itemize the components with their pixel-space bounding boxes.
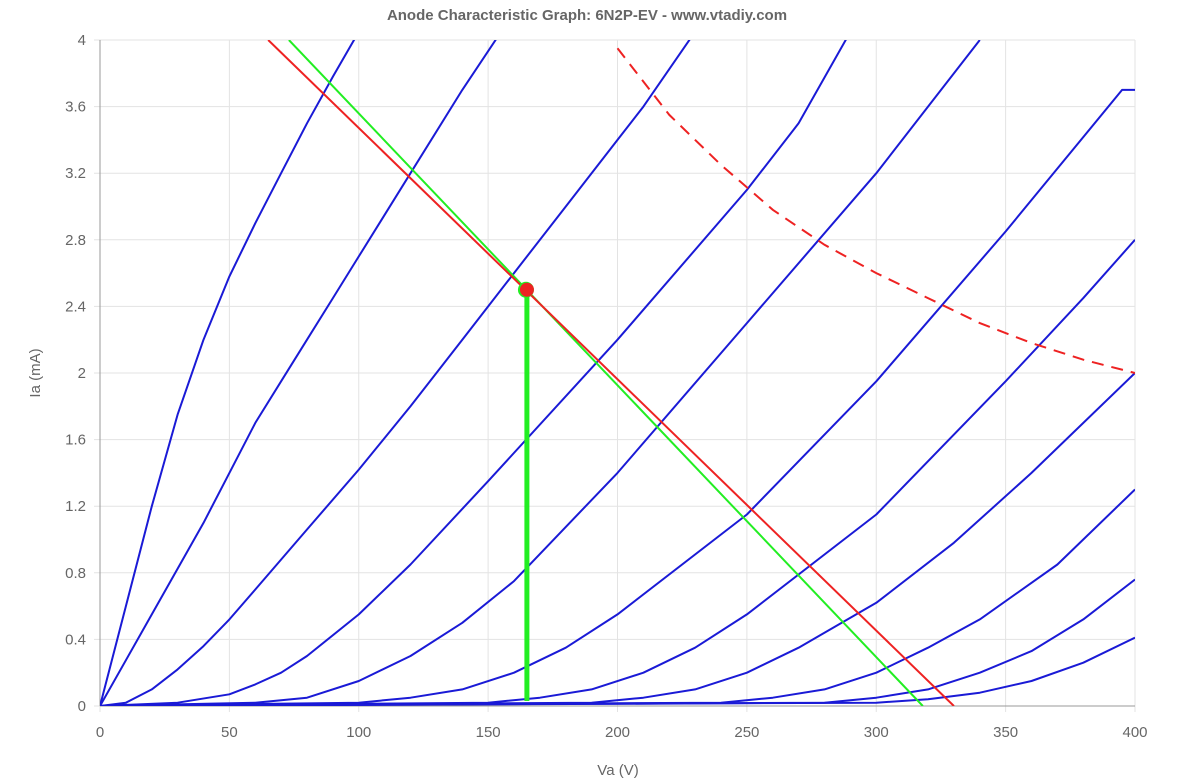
- x-tick-label: 250: [734, 724, 759, 741]
- plate-curve-2: [100, 40, 497, 706]
- plate-curve-11: [100, 636, 1135, 706]
- plate-curve-8: [100, 372, 1135, 706]
- y-tick-label: 1.6: [65, 432, 86, 449]
- plate-curve-10: [100, 578, 1135, 706]
- tick-labels: 0 50 100 150 200 250 300 350 400 0 0.4 0.8 1.2 1.6 2 2.…: [65, 32, 1147, 741]
- plate-curve-6: [100, 88, 1135, 706]
- ac-load-line: [288, 40, 924, 706]
- y-tick-label: 1.2: [65, 498, 86, 515]
- y-tick-label: 2.8: [65, 232, 86, 249]
- plate-curve-5: [100, 40, 981, 706]
- y-tick-label: 2.4: [65, 298, 86, 315]
- plate-curve-4: [100, 40, 847, 706]
- x-tick-label: 50: [221, 724, 238, 741]
- x-tick-label: 350: [993, 724, 1018, 741]
- plot-area: [100, 40, 1135, 706]
- y-tick-label: 0.4: [65, 631, 86, 648]
- grid: [94, 39, 1136, 712]
- y-tick-label: 3.2: [65, 165, 86, 182]
- dc-load-line: [267, 40, 955, 706]
- plate-curve-3: [100, 40, 691, 706]
- chart-title: Anode Characteristic Graph: 6N2P-EV - ww…: [387, 7, 787, 24]
- x-tick-label: 150: [476, 724, 501, 741]
- max-dissipation-curve: [616, 47, 1135, 374]
- x-axis-label: Va (V): [597, 762, 638, 779]
- y-tick-label: 0: [78, 698, 86, 715]
- y-tick-label: 0.8: [65, 565, 86, 582]
- plate-curve-7: [100, 239, 1135, 706]
- y-tick-label: 3.6: [65, 99, 86, 116]
- y-tick-label: 4: [78, 32, 86, 49]
- plate-curve-1: [100, 40, 356, 706]
- y-tick-label: 2: [78, 365, 86, 382]
- x-tick-label: 100: [346, 724, 371, 741]
- x-tick-label: 0: [96, 724, 104, 741]
- plate-curve-9: [100, 488, 1135, 706]
- operating-point: [519, 282, 534, 297]
- x-tick-label: 200: [605, 724, 630, 741]
- x-tick-label: 300: [864, 724, 889, 741]
- y-axis-label: Ia (mA): [27, 348, 44, 397]
- x-tick-label: 400: [1122, 724, 1147, 741]
